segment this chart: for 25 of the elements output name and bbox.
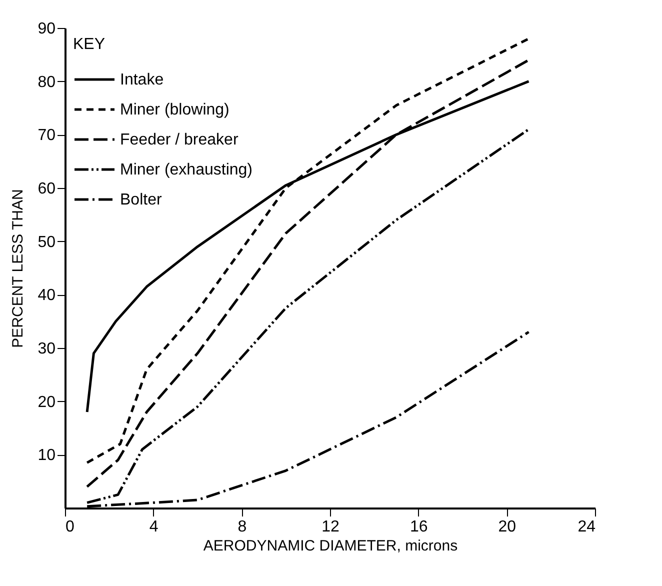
x-tick-label: 4 (149, 518, 158, 536)
legend-title: KEY (73, 36, 106, 53)
legend-label: Intake (120, 72, 164, 88)
y-tick-label: 10 (38, 447, 56, 464)
x-tick-label: 12 (322, 518, 340, 536)
y-tick-label: 50 (38, 234, 56, 251)
y-tick-label: 40 (38, 287, 56, 304)
x-axis-title: AERODYNAMIC DIAMETER, microns (203, 538, 458, 554)
y-axis-title: PERCENT LESS THAN (10, 189, 27, 348)
y-tick-label: 60 (38, 180, 56, 198)
x-tick-label: 8 (238, 518, 247, 536)
y-tick-label: 70 (38, 127, 56, 144)
line-series (86, 128, 530, 504)
y-tick-label: 90 (38, 20, 56, 38)
y-tick-label: 80 (38, 74, 56, 91)
legend-label: Miner (exhausting) (120, 162, 252, 178)
legend-label: Bolter (120, 192, 162, 208)
x-tick-label: 0 (66, 518, 74, 536)
x-tick-label: 16 (410, 518, 428, 536)
legend-label: Feeder / breaker (120, 132, 239, 148)
y-tick-label: 20 (38, 394, 56, 411)
legend-label: Miner (blowing) (120, 102, 230, 118)
x-tick-label: 24 (578, 518, 596, 536)
x-tick-label: 20 (498, 518, 516, 536)
y-tick-label: 30 (38, 340, 56, 358)
